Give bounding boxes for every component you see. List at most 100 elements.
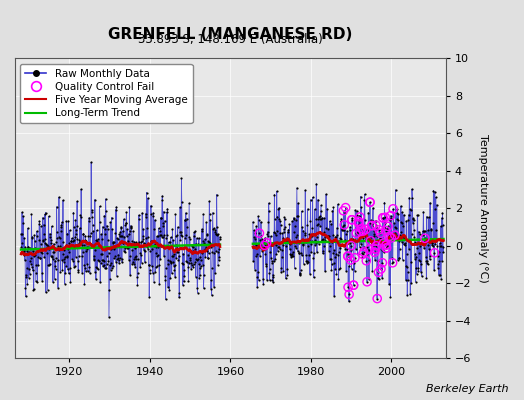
Point xyxy=(317,202,325,209)
Point xyxy=(214,231,223,238)
Point xyxy=(285,221,293,228)
Point xyxy=(323,234,331,240)
Point xyxy=(349,236,357,242)
Point xyxy=(57,228,65,234)
Point xyxy=(277,268,285,275)
Point xyxy=(364,209,373,216)
Point xyxy=(355,212,364,219)
Point xyxy=(38,278,46,284)
Point xyxy=(174,248,182,255)
Point xyxy=(423,260,432,266)
Point xyxy=(256,237,265,243)
Point xyxy=(398,209,407,215)
Point xyxy=(189,261,198,268)
Point xyxy=(185,260,194,266)
Point xyxy=(325,218,334,224)
Point xyxy=(306,218,314,224)
Point xyxy=(115,231,124,237)
Point xyxy=(255,240,264,247)
Point xyxy=(298,224,307,230)
Point xyxy=(256,253,264,259)
Point xyxy=(99,223,107,230)
Point xyxy=(76,238,84,245)
Point xyxy=(78,253,86,260)
Point xyxy=(102,260,111,267)
Point xyxy=(200,272,208,278)
Point xyxy=(187,266,195,272)
Point xyxy=(46,260,54,267)
Point xyxy=(184,278,193,285)
Point xyxy=(368,268,377,274)
Point xyxy=(393,206,401,212)
Point xyxy=(426,200,434,206)
Point xyxy=(53,243,62,250)
Point xyxy=(191,228,200,234)
Point xyxy=(336,218,345,224)
Text: Berkeley Earth: Berkeley Earth xyxy=(426,384,508,394)
Point xyxy=(141,248,149,254)
Point xyxy=(276,230,285,236)
Point xyxy=(407,259,415,266)
Point xyxy=(383,225,391,232)
Point xyxy=(34,248,42,255)
Point xyxy=(429,220,438,227)
Point xyxy=(406,206,414,212)
Point xyxy=(283,272,292,278)
Point xyxy=(286,246,294,253)
Point xyxy=(323,232,332,239)
Point xyxy=(340,227,348,233)
Point xyxy=(261,261,270,267)
Point xyxy=(127,238,136,245)
Point xyxy=(120,234,128,240)
Point xyxy=(100,212,108,219)
Point xyxy=(93,265,102,271)
Point xyxy=(335,245,344,252)
Point xyxy=(214,257,223,264)
Point xyxy=(25,265,34,272)
Point xyxy=(187,260,195,266)
Point xyxy=(123,233,131,239)
Point xyxy=(187,249,195,255)
Point xyxy=(48,253,56,260)
Point xyxy=(202,246,210,253)
Point xyxy=(256,241,265,248)
Point xyxy=(79,248,87,255)
Point xyxy=(162,209,171,216)
Point xyxy=(211,229,219,235)
Point xyxy=(296,271,304,277)
Point xyxy=(66,278,74,285)
Point xyxy=(213,249,222,255)
Point xyxy=(434,265,442,271)
Point xyxy=(436,242,445,249)
Point xyxy=(333,238,342,244)
Point xyxy=(267,242,276,248)
Point xyxy=(110,238,118,245)
Point xyxy=(205,198,213,204)
Point xyxy=(298,241,307,247)
Point xyxy=(402,277,410,284)
Point xyxy=(113,235,122,242)
Point xyxy=(433,253,442,259)
Point xyxy=(62,263,70,270)
Point xyxy=(114,256,123,263)
Point xyxy=(355,220,363,227)
Point xyxy=(176,237,184,243)
Point xyxy=(371,257,379,264)
Point xyxy=(132,245,140,251)
Point xyxy=(347,266,356,272)
Point xyxy=(418,273,426,279)
Point xyxy=(92,264,101,270)
Point xyxy=(193,285,201,291)
Point xyxy=(148,263,156,269)
Point xyxy=(381,214,389,220)
Point xyxy=(283,266,291,273)
Point xyxy=(212,231,220,237)
Point xyxy=(152,249,160,256)
Point xyxy=(358,251,367,258)
Point xyxy=(310,274,318,280)
Point xyxy=(155,225,163,232)
Point xyxy=(145,270,154,276)
Point xyxy=(297,250,305,256)
Point xyxy=(253,274,261,281)
Point xyxy=(281,224,289,231)
